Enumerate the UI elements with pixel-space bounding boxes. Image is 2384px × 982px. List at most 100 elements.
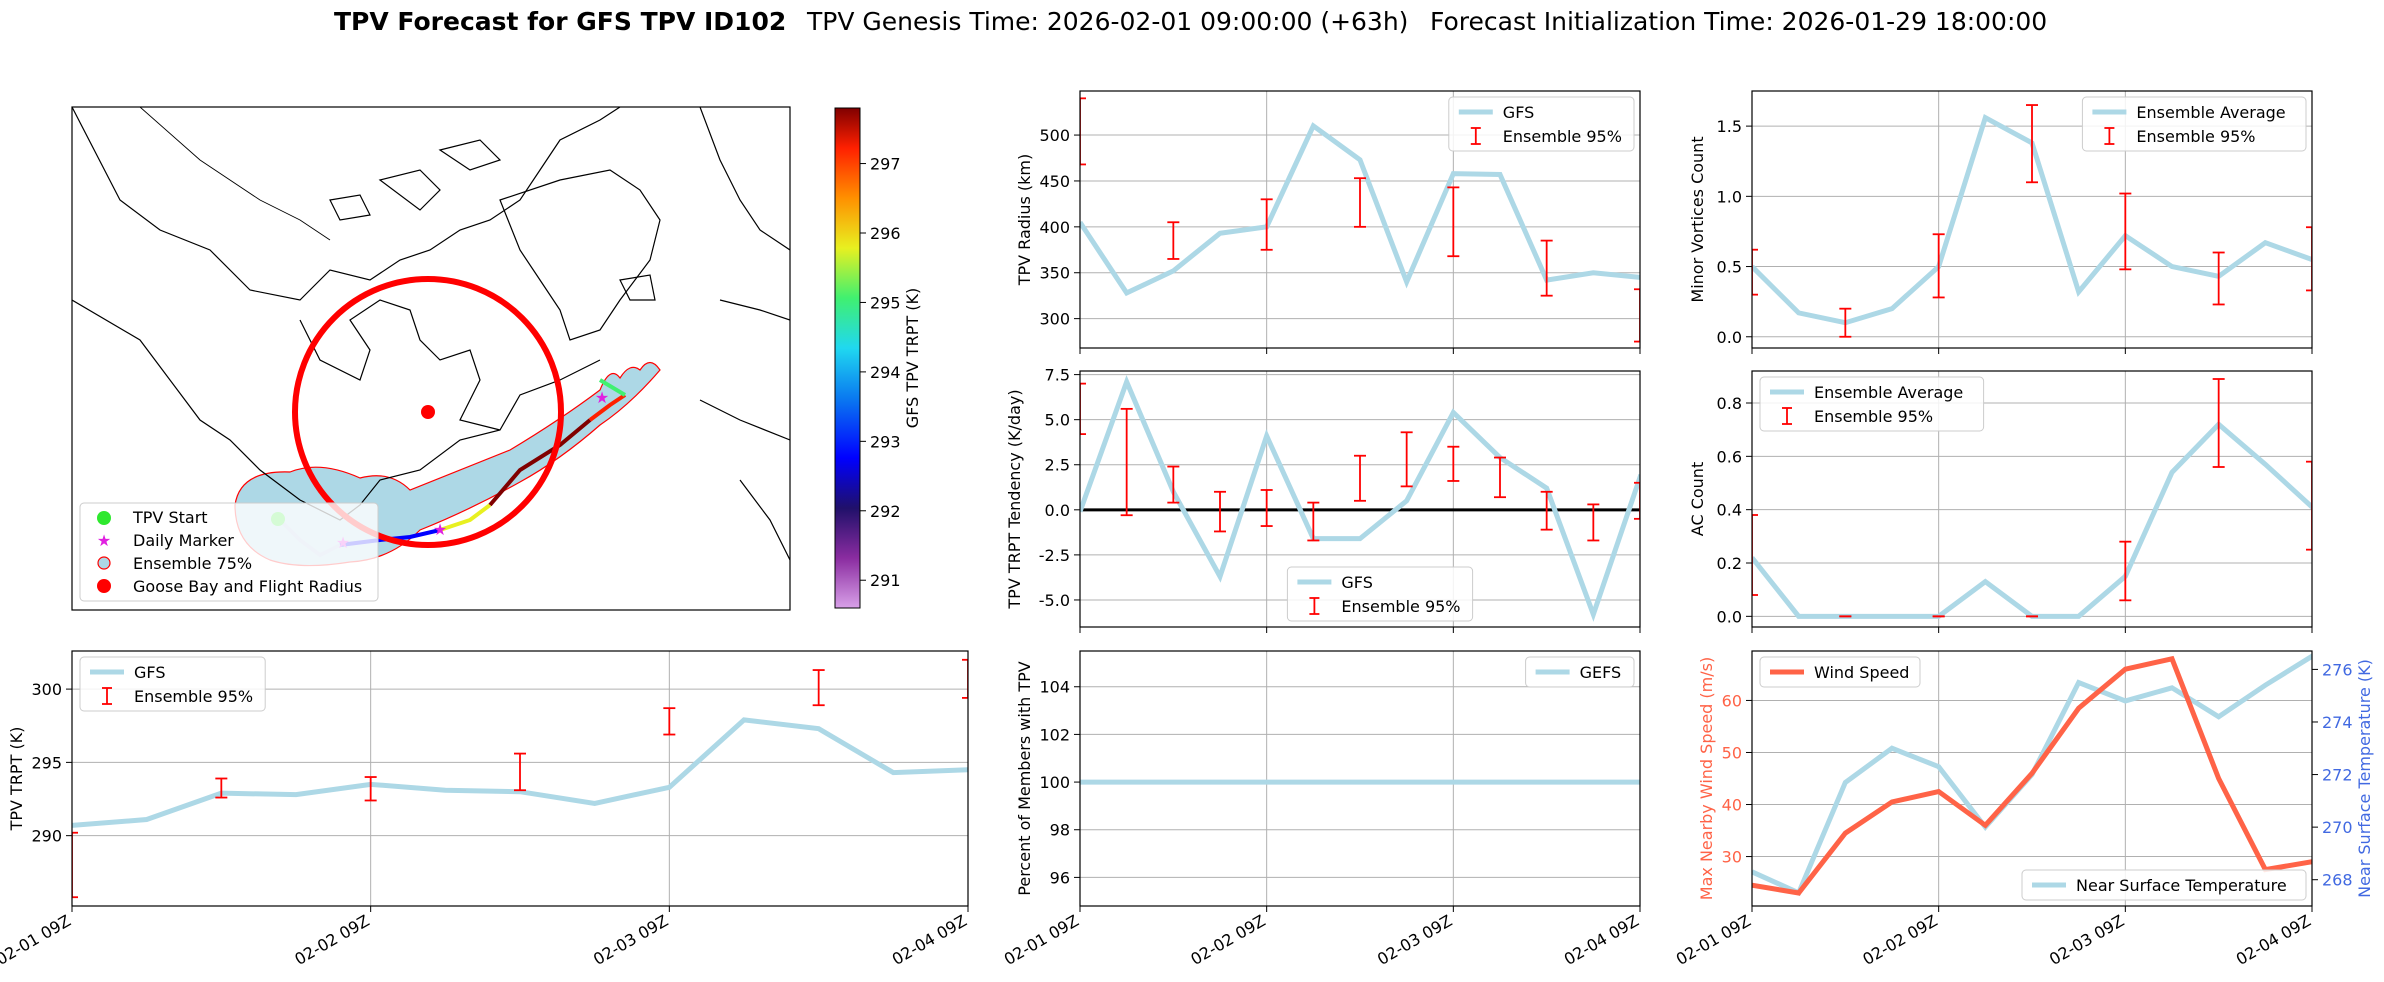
legend-err-label: Ensemble 95% [2136,127,2255,146]
coastline-arctic [72,107,621,301]
x-tick-label: 02-03 09Z [2046,911,2127,969]
x-tick-label: 02-01 09Z [1673,911,1754,969]
y-tick-label: 104 [1039,678,1070,697]
panel-plot-area [1752,104,2312,338]
tpv-track-end [588,393,627,422]
colorbar-tick-label: 294 [870,363,901,382]
colorbar-label: GFS TPV TRPT (K) [903,288,922,428]
y-tick-label: 400 [1039,218,1070,237]
legend-radius: GFS Ensemble 95% [1448,96,1635,152]
tpv-track-final [598,378,627,397]
legend-tendency: GFS Ensemble 95% [1286,566,1474,622]
legend-daily-marker: Daily Marker [133,531,234,550]
panel-tendency: -5.0 -2.5 0.0 2.5 5.0 7.5 TPV TRPT Tendency (K… [1005,366,1641,633]
y-tick-label: 0.0 [1045,501,1070,520]
y2-axis-label: Near Surface Temperature (K) [2355,659,2374,898]
legend-err-label: Ensemble 95% [134,687,253,706]
legend-ensemble-75: Ensemble 75% [133,554,252,573]
colorbar: GFS TPV TRPT (K) 291 292 293 294 295 296 297 [834,107,922,609]
y-axis-label: TPV TRPT (K) [7,727,26,832]
y-tick-label: 100 [1039,773,1070,792]
y-tick-label: 0.4 [1717,501,1742,520]
legend-temp-label: Near Surface Temperature [2076,876,2287,895]
coastline-greenland [499,169,661,341]
y-axis-label: AC Count [1688,462,1707,536]
panel-plot-area [72,658,968,899]
y-tick-label: 0.8 [1717,394,1742,413]
daily-marker-3: ★ [595,388,609,407]
legend-box [1759,656,1921,688]
panel-frame [1079,650,1641,907]
legend-box [2021,869,2307,901]
panel-plot-area [1752,378,2312,619]
suptitle-genesis: TPV Genesis Time: 2026-02-01 09:00:00 (+… [806,7,1408,36]
y-tick-label: 295 [31,753,62,772]
colorbar-tick-label: 297 [870,155,901,174]
y-axis-label: Percent of Members with TPV [1015,661,1034,895]
y-tick-label: 96 [1050,868,1070,887]
y-tick-label: 30 [1722,848,1742,867]
legend-line-label: Ensemble Average [1814,383,1963,402]
x-tick-label: 02-04 09Z [2233,911,2314,969]
legend-line-label: GFS [134,663,165,682]
y-tick-label: 450 [1039,172,1070,191]
series-wind [1752,655,2312,896]
y-tick-label: 1.0 [1717,187,1742,206]
y-tick-label: 290 [31,827,62,846]
ensemble-patch-icon [97,556,111,570]
legend-wind-label: Wind Speed [1814,663,1909,682]
y-axis-label: Max Nearby Wind Speed (m/s) [1697,657,1716,900]
legend-trpt: GFS Ensemble 95% [79,656,266,712]
suptitle-init: Forecast Initialization Time: 2026-01-29… [1430,7,2047,36]
red-dot-icon [97,579,111,593]
series-main [1752,420,2312,619]
x-tick-label: 02-04 09Z [889,911,970,969]
legend-err-label: Ensemble 95% [1814,407,1933,426]
x-tick-label: 02-03 09Z [1374,911,1455,969]
panel-radius: 300 350 400 450 500 TPV Radius (km) GFS Ensembl… [1015,90,1641,354]
border-line [139,107,331,241]
y-tick-label: 50 [1722,743,1742,762]
y-tick-label: 300 [31,680,62,699]
legend-line-label: Ensemble Average [2136,103,2285,122]
y-tick-label: 2.5 [1045,456,1070,475]
series-main [1080,374,1640,622]
colorbar-tick-label: 296 [870,224,901,243]
legend-box [1759,376,1985,432]
y-tick-label: 300 [1039,310,1070,329]
x-tick-label: 02-01 09Z [0,911,74,969]
panel-plot-area [1752,653,2312,897]
legend-box [1286,566,1474,622]
panel-frame [1751,370,2313,628]
panel-plot-area [1080,374,1640,622]
green-dot-icon [97,511,111,525]
y-tick-label: 40 [1722,796,1742,815]
legend-box [1448,96,1635,152]
panel-frame [1751,650,2313,907]
y-tick-label: 0.2 [1717,554,1742,573]
legend-temp: Near Surface Temperature [2021,869,2307,901]
legend-minor: Ensemble Average Ensemble 95% [2081,96,2307,152]
coastline-hudson [299,299,501,431]
y2-tick-label: 270 [2322,818,2353,837]
legend-err-label: Ensemble 95% [1503,127,1622,146]
panel-percent: 96 98 100 102 104 Percent of Members with TPV… [1001,650,1642,969]
panel-frame [1079,370,1641,628]
x-tick-label: 02-02 09Z [1859,911,1940,969]
y2-tick-label: 272 [2322,766,2353,785]
legend-tpv-start: TPV Start [132,508,208,527]
y-tick-label: 0.6 [1717,447,1742,466]
suptitle-main: TPV Forecast for GFS TPV ID102 [334,7,786,36]
tpv-track-peak [488,418,592,507]
x-tick-label: 02-02 09Z [1187,911,1268,969]
legend-line-label: GEFS [1580,663,1622,682]
map-legend: TPV Start ★ Daily Marker Ensemble 75% Go… [79,502,379,602]
map-panel: ★ ★ ★ TPV Start ★ Daily Marker Ensemble … [71,106,922,611]
legend-wind: Wind Speed [1759,656,1921,688]
y-tick-label: 102 [1039,725,1070,744]
y2-tick-label: 268 [2322,871,2353,890]
y-tick-label: 1.5 [1717,117,1742,136]
coastline-islands [329,139,656,301]
